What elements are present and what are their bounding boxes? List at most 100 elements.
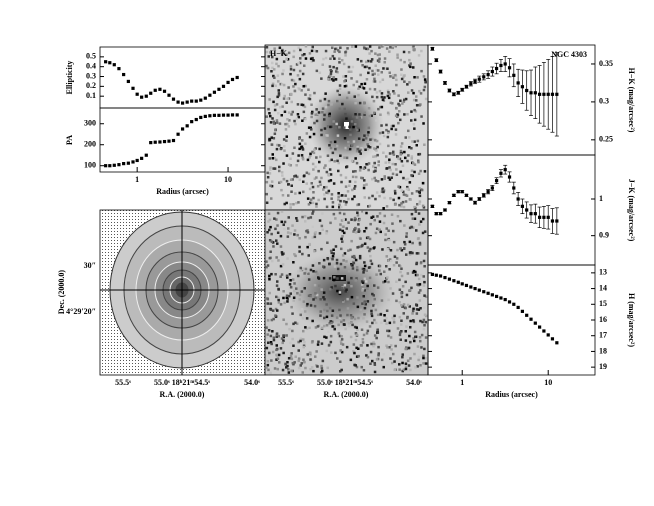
noise-pixel bbox=[394, 45, 397, 48]
noise-pixel bbox=[303, 287, 306, 290]
noise-pixel bbox=[375, 149, 378, 152]
noise-pixel bbox=[309, 358, 312, 361]
noise-pixel bbox=[355, 326, 358, 329]
data-point bbox=[507, 300, 512, 304]
noise-pixel bbox=[329, 68, 332, 72]
noise-pixel bbox=[406, 303, 410, 307]
noise-pixel bbox=[306, 158, 310, 162]
noise-pixel bbox=[268, 256, 272, 260]
data-point bbox=[434, 212, 438, 216]
data-point bbox=[520, 204, 525, 208]
noise-pixel bbox=[376, 313, 380, 317]
noise-pixel bbox=[287, 368, 290, 371]
noise-pixel bbox=[370, 262, 374, 266]
noise-pixel bbox=[415, 99, 418, 102]
noise-pixel bbox=[265, 64, 268, 68]
noise-pixel bbox=[394, 344, 397, 348]
noise-pixel bbox=[285, 53, 288, 56]
noise-pixel bbox=[365, 354, 368, 357]
noise-pixel bbox=[311, 340, 314, 343]
noise-pixel bbox=[275, 256, 278, 259]
noise-pixel bbox=[273, 76, 276, 79]
noise-pixel bbox=[416, 139, 420, 143]
noise-pixel bbox=[344, 218, 347, 221]
noise-pixel bbox=[341, 59, 344, 62]
noise-pixel bbox=[273, 108, 277, 112]
noise-pixel bbox=[384, 161, 387, 164]
noise-pixel bbox=[409, 340, 412, 344]
noise-pixel bbox=[316, 185, 320, 188]
noise-pixel bbox=[303, 64, 306, 67]
noise-pixel bbox=[419, 92, 423, 95]
noise-pixel bbox=[304, 310, 307, 313]
noise-pixel bbox=[380, 190, 384, 193]
noise-pixel bbox=[273, 367, 277, 370]
noise-pixel bbox=[387, 91, 390, 94]
noise-pixel bbox=[351, 45, 354, 48]
noise-pixel bbox=[387, 329, 391, 333]
noise-pixel bbox=[388, 50, 391, 53]
noise-pixel bbox=[358, 169, 362, 172]
noise-pixel bbox=[265, 346, 269, 350]
noise-pixel bbox=[409, 326, 412, 329]
noise-pixel bbox=[271, 241, 275, 244]
noise-pixel bbox=[312, 132, 316, 136]
noise-pixel bbox=[371, 359, 374, 363]
noise-pixel bbox=[419, 273, 423, 277]
noise-pixel bbox=[267, 368, 270, 372]
noise-pixel bbox=[344, 176, 348, 179]
data-point bbox=[499, 296, 503, 300]
noise-pixel bbox=[389, 101, 393, 105]
noise-pixel bbox=[281, 49, 284, 53]
data-point bbox=[226, 80, 230, 85]
noise-pixel bbox=[398, 333, 402, 337]
noise-pixel bbox=[321, 212, 324, 215]
noise-pixel bbox=[402, 75, 405, 79]
noise-pixel bbox=[274, 273, 277, 276]
noise-pixel bbox=[371, 95, 374, 99]
noise-pixel bbox=[279, 347, 283, 350]
noise-pixel bbox=[392, 229, 395, 233]
noise-pixel bbox=[288, 283, 292, 286]
noise-pixel bbox=[312, 59, 315, 62]
x-axis-label: Radius (arcsec) bbox=[485, 390, 538, 399]
noise-pixel bbox=[354, 231, 358, 234]
noise-pixel bbox=[367, 145, 370, 148]
noise-pixel bbox=[367, 196, 371, 200]
noise-pixel bbox=[280, 114, 283, 117]
noise-pixel bbox=[277, 80, 280, 83]
noise-pixel bbox=[309, 126, 312, 130]
data-point bbox=[221, 84, 226, 88]
noise-pixel bbox=[382, 190, 385, 194]
plot-frame bbox=[99, 46, 266, 109]
noise-pixel bbox=[355, 355, 359, 358]
noise-pixel bbox=[320, 77, 323, 80]
y-tick-label: 13 bbox=[599, 268, 607, 277]
noise-pixel bbox=[357, 228, 361, 231]
noise-pixel bbox=[318, 219, 322, 222]
noise-pixel bbox=[357, 87, 360, 90]
noise-pixel bbox=[278, 165, 281, 169]
noise-pixel bbox=[387, 113, 390, 116]
y-tick-label: 0.35 bbox=[599, 59, 613, 68]
noise-pixel bbox=[411, 162, 415, 165]
noise-pixel bbox=[269, 121, 273, 124]
noise-pixel bbox=[363, 242, 367, 245]
noise-pixel bbox=[327, 77, 330, 81]
noise-pixel bbox=[283, 227, 286, 231]
noise-pixel bbox=[390, 127, 393, 131]
data-point bbox=[494, 66, 499, 71]
data-point bbox=[520, 85, 525, 89]
noise-pixel bbox=[304, 326, 307, 329]
noise-pixel bbox=[326, 366, 329, 370]
noise-pixel bbox=[325, 324, 329, 327]
noise-pixel bbox=[353, 256, 356, 260]
noise-pixel bbox=[268, 239, 272, 242]
noise-pixel bbox=[317, 340, 320, 343]
noise-pixel bbox=[356, 147, 359, 151]
annotation: NGC 4303 bbox=[551, 50, 587, 59]
noise-pixel bbox=[301, 148, 305, 151]
noise-pixel bbox=[275, 119, 279, 122]
data-point bbox=[194, 99, 198, 103]
noise-pixel bbox=[399, 153, 402, 156]
